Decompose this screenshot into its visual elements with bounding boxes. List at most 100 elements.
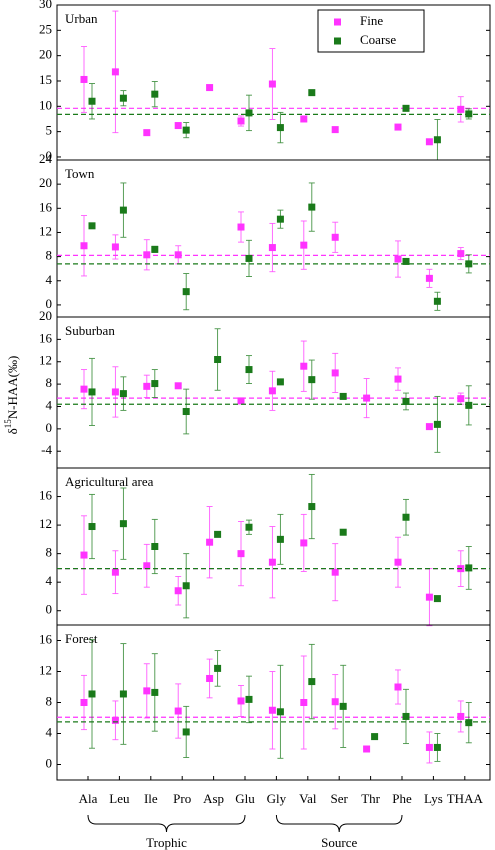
data-point (80, 242, 88, 250)
data-point (465, 564, 473, 572)
x-tick-label: Asp (203, 791, 224, 806)
y-tick-label: 25 (39, 21, 52, 36)
data-point (465, 401, 473, 409)
data-point (151, 380, 159, 388)
group-bracket (87, 814, 246, 833)
data-point (151, 688, 159, 696)
data-point (174, 251, 182, 259)
data-point (111, 68, 119, 76)
data-point (276, 215, 284, 223)
data-point (182, 728, 190, 736)
data-point (433, 297, 441, 305)
data-point (182, 126, 190, 134)
group-label: Trophic (146, 835, 187, 850)
data-point (143, 562, 151, 570)
data-point (88, 690, 96, 698)
data-point (457, 105, 465, 113)
y-tick-label: 0 (46, 602, 53, 617)
legend-box (317, 9, 425, 53)
group-bracket (275, 814, 403, 833)
y-tick-label: 30 (39, 0, 52, 11)
data-point (214, 664, 222, 672)
data-point (425, 423, 433, 431)
y-tick-label: 20 (39, 308, 52, 323)
y-axis-label-part: 15 (3, 419, 13, 429)
x-tick-label: Lys (424, 791, 443, 806)
y-tick-label: 0 (46, 148, 53, 163)
data-point (88, 523, 96, 531)
x-tick-label: THAA (447, 791, 484, 806)
data-point (174, 122, 182, 130)
data-point (402, 513, 410, 521)
y-tick-label: 16 (39, 330, 53, 345)
panel-title: Agricultural area (65, 474, 154, 489)
y-tick-label: 20 (39, 47, 52, 62)
data-point (425, 743, 433, 751)
data-point (433, 595, 441, 603)
data-point (331, 369, 339, 377)
data-point (88, 388, 96, 396)
y-tick-label: 12 (39, 516, 52, 531)
legend-label: Coarse (360, 32, 396, 47)
data-point (394, 375, 402, 383)
data-point (457, 250, 465, 258)
data-point (339, 392, 347, 400)
y-tick-label: 4 (46, 272, 53, 287)
data-point (206, 674, 214, 682)
data-point (425, 274, 433, 282)
panel-title: Urban (65, 11, 98, 26)
y-tick-label: 0 (46, 755, 53, 770)
x-tick-label: Ser (331, 791, 349, 806)
data-point (300, 699, 308, 706)
data-point (394, 255, 402, 263)
y-tick-label: 12 (39, 223, 52, 238)
y-tick-label: 4 (46, 573, 53, 588)
x-tick-label: Val (299, 791, 317, 806)
data-point (457, 395, 465, 403)
data-point (433, 743, 441, 751)
data-point (174, 587, 182, 595)
data-point (465, 719, 473, 727)
data-point (402, 397, 410, 405)
legend-swatch (334, 37, 341, 45)
data-point (151, 543, 159, 550)
data-point (394, 123, 402, 131)
data-point (111, 568, 119, 576)
data-point (119, 520, 127, 528)
data-point (268, 387, 276, 395)
y-tick-label: 8 (46, 693, 53, 708)
y-tick-label: 8 (46, 248, 53, 263)
data-point (143, 251, 151, 259)
x-tick-label: Leu (109, 791, 130, 806)
y-tick-label: 16 (39, 488, 53, 503)
y-tick-label: 8 (46, 375, 53, 390)
data-point (88, 97, 96, 105)
data-point (276, 535, 284, 543)
data-point (331, 126, 339, 134)
data-point (465, 110, 473, 118)
data-point (214, 356, 222, 364)
panel-frame (56, 467, 491, 626)
data-point (276, 708, 284, 716)
y-tick-label: -4 (41, 442, 52, 457)
data-point (268, 706, 276, 714)
x-tick-label: Gly (267, 791, 287, 806)
data-point (331, 698, 339, 706)
y-tick-label: 5 (46, 123, 53, 138)
data-point (363, 394, 371, 402)
panel-title: Suburban (65, 323, 115, 338)
data-point (433, 136, 441, 144)
panel-title: Forest (65, 631, 98, 646)
data-point (245, 695, 253, 703)
data-point (394, 683, 402, 691)
data-point (245, 366, 253, 374)
data-point (80, 75, 88, 83)
data-point (402, 712, 410, 720)
x-tick-label: Ile (144, 791, 158, 806)
data-point (237, 397, 245, 405)
data-point (237, 223, 245, 231)
data-point (339, 702, 347, 710)
data-point (182, 288, 190, 296)
data-point (151, 245, 159, 253)
